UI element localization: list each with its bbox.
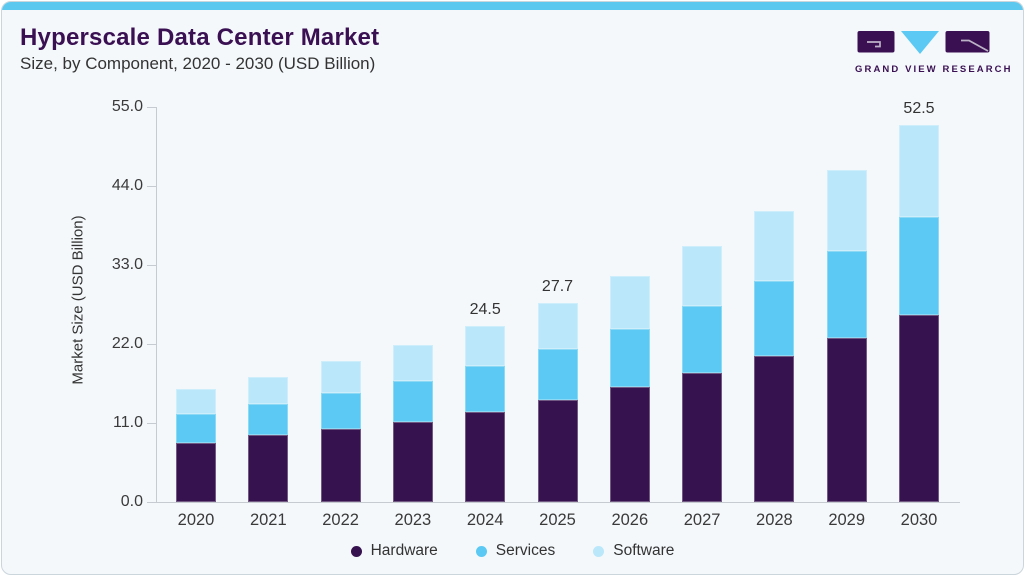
- gvr-logo-icon: [857, 31, 990, 54]
- bar-segment-services-2022: [320, 392, 361, 429]
- y-tick: [147, 423, 156, 424]
- legend-item-hardware: Hardware: [350, 542, 438, 560]
- bar-segment-services-2027: [682, 305, 723, 373]
- bar-segment-software-2020: [176, 389, 216, 415]
- legend-label: Software: [613, 542, 675, 559]
- bar-segment-services-2024: [465, 366, 506, 413]
- bar-segment-hardware-2023: [392, 421, 433, 502]
- bar-segment-hardware-2025: [537, 400, 578, 502]
- brand-name: GRAND VIEW RESEARCH: [855, 64, 1013, 75]
- bar-segment-software-2030: [899, 124, 939, 217]
- bar-segment-software-2028: [754, 211, 795, 281]
- bar-segment-hardware-2021: [248, 435, 289, 502]
- bar-segment-services-2021: [248, 403, 289, 436]
- legend-item-services: Services: [475, 542, 556, 560]
- y-axis-title: Market Size (USD Billion): [69, 215, 87, 385]
- bar-segment-hardware-2028: [754, 356, 795, 502]
- x-tick-label: 2029: [828, 511, 866, 529]
- bar-segment-services-2030: [899, 216, 939, 316]
- total-label: 52.5: [903, 99, 935, 117]
- y-tick-label: 44.0: [111, 177, 143, 194]
- x-tick-label: 2023: [394, 511, 432, 529]
- x-tick-label: 2025: [539, 511, 576, 529]
- x-tick-label: 2021: [249, 511, 287, 529]
- x-tick-label: 2020: [177, 511, 215, 529]
- y-tick: [147, 502, 156, 503]
- y-tick-label: 22.0: [111, 335, 143, 352]
- y-tick-label: 55.0: [111, 98, 143, 115]
- chart-legend: Hardware Services Software: [2, 539, 1023, 563]
- x-tick-label: 2024: [466, 511, 504, 529]
- x-tick-label: 2030: [900, 511, 938, 529]
- bar-segment-services-2026: [609, 328, 650, 388]
- bar-segment-services-2025: [537, 349, 578, 400]
- x-axis-line: [147, 502, 960, 503]
- y-tick: [147, 344, 156, 345]
- y-tick: [147, 186, 156, 187]
- y-tick: [147, 107, 156, 108]
- x-tick-label: 2027: [683, 511, 721, 529]
- bar-segment-software-2029: [826, 170, 867, 251]
- bar-segment-services-2029: [826, 250, 867, 338]
- bar-segment-services-2023: [392, 380, 433, 422]
- page-subtitle: Size, by Component, 2020 - 2030 (USD Bil…: [20, 54, 376, 73]
- bar-segment-software-2021: [248, 377, 289, 404]
- brand-logo: GRAND VIEW RESEARCH: [855, 30, 1013, 75]
- bar-segment-software-2027: [682, 246, 723, 306]
- bar-segment-software-2025: [537, 303, 578, 350]
- x-tick-label: 2028: [756, 511, 793, 529]
- bar-segment-services-2028: [754, 280, 795, 357]
- bar-segment-hardware-2030: [899, 315, 939, 502]
- x-tick-label: 2022: [322, 511, 359, 529]
- header: Hyperscale Data Center Market Size, by C…: [20, 24, 379, 74]
- bar-segment-software-2023: [392, 345, 433, 381]
- bar-segment-hardware-2027: [682, 372, 723, 502]
- legend-swatch-icon: [593, 545, 605, 557]
- y-axis-line: [156, 107, 157, 502]
- y-tick-label: 11.0: [113, 414, 143, 431]
- bar-segment-hardware-2024: [465, 412, 506, 502]
- top-accent-bar: [2, 2, 1023, 10]
- bar-segment-software-2022: [320, 361, 361, 393]
- bar-segment-hardware-2029: [826, 337, 867, 502]
- bar-segment-hardware-2026: [609, 387, 650, 502]
- total-label: 24.5: [469, 301, 501, 319]
- total-label: 27.7: [541, 278, 574, 296]
- legend-swatch-icon: [350, 545, 362, 557]
- x-tick-label: 2026: [611, 511, 649, 529]
- legend-swatch-icon: [475, 545, 487, 557]
- y-tick-label: 33.0: [111, 256, 143, 273]
- y-tick-label: 0.0: [120, 493, 143, 510]
- legend-label: Services: [495, 542, 556, 559]
- bar-segment-software-2026: [609, 276, 650, 329]
- legend-label: Hardware: [370, 542, 438, 559]
- bar-segment-software-2024: [465, 326, 506, 367]
- legend-item-software: Software: [593, 542, 674, 560]
- bar-segment-services-2020: [176, 414, 216, 444]
- bar-segment-hardware-2022: [320, 428, 361, 502]
- y-tick: [147, 265, 156, 266]
- bar-segment-hardware-2020: [176, 443, 216, 502]
- page-title: Hyperscale Data Center Market: [20, 24, 380, 51]
